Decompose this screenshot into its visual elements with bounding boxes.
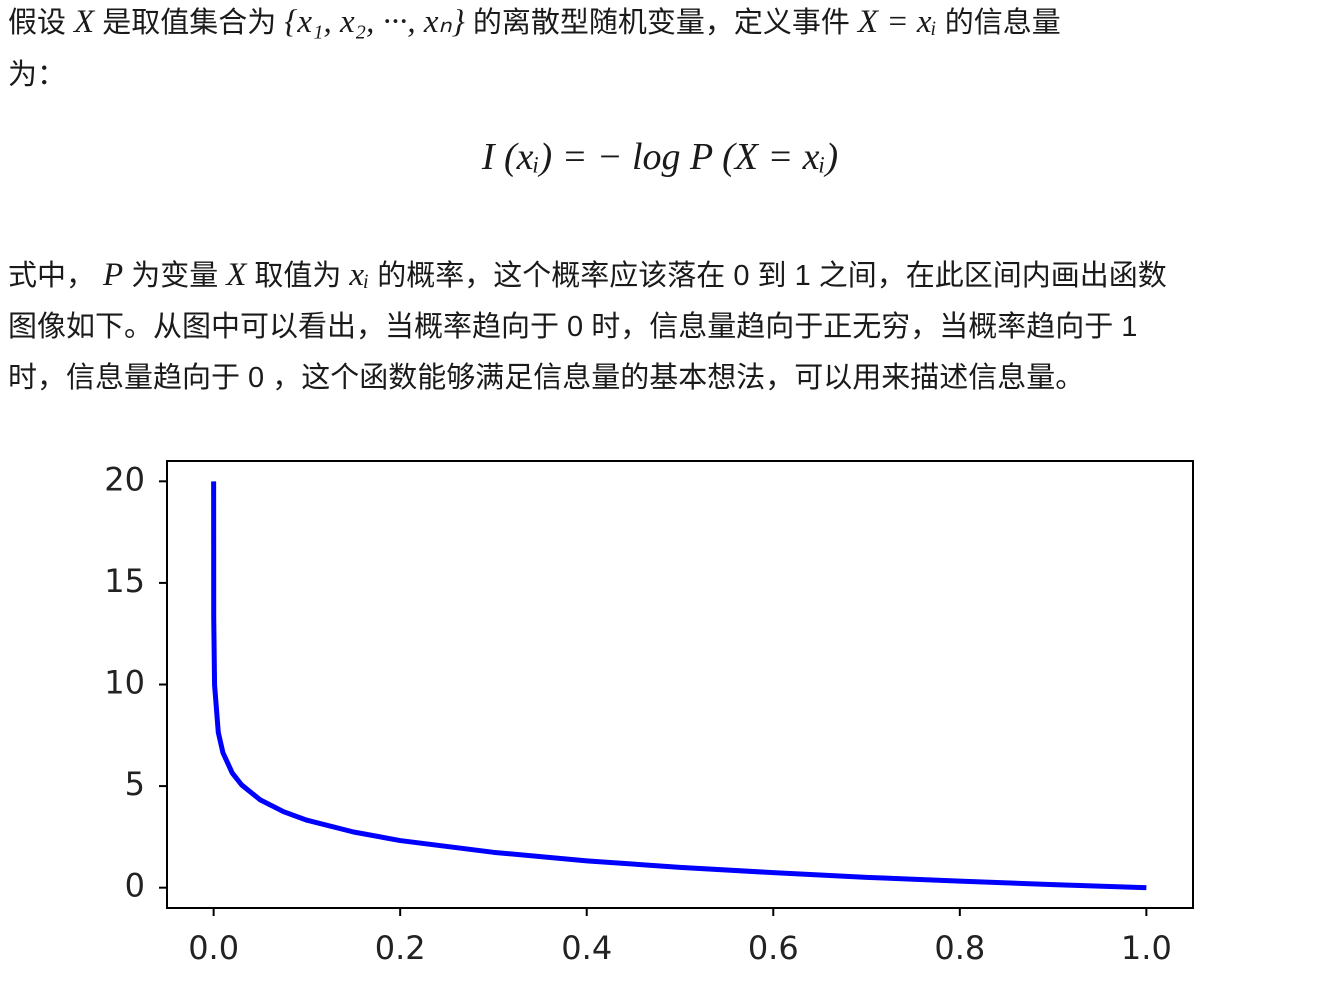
- text: 的离散型随机变量，定义事件: [472, 7, 850, 39]
- text-line: 时，信息量趋向于 0 ，这个函数能够满足信息量的基本想法，可以用来描述信息量。: [8, 358, 1084, 398]
- axes-frame: [166, 460, 1194, 909]
- text: 取值为: [254, 260, 342, 292]
- text: 的信息量: [944, 7, 1061, 39]
- text: 为变量: [131, 260, 219, 292]
- math: X: [226, 257, 247, 293]
- math: P: [103, 257, 124, 293]
- text: 的概率，这个概率应该落在 0 到 1 之间，在此区间内画出函数: [377, 260, 1167, 292]
- y-tick-label: 20: [104, 460, 145, 498]
- x-tick-label: 0.6: [748, 929, 799, 967]
- text: 是取值集合为: [102, 7, 277, 39]
- y-tick-label: 15: [104, 562, 145, 600]
- math: X: [74, 4, 95, 40]
- text-line: 假设 X 是取值集合为 {x₁, x₂, ···, xₙ} 的离散型随机变量，定义事件 X…: [8, 2, 1061, 43]
- x-tick-label: 0.2: [375, 929, 426, 967]
- x-tick-label: 1.0: [1121, 929, 1172, 967]
- math: X = xᵢ: [857, 4, 937, 40]
- x-tick-label: 0.4: [561, 929, 612, 967]
- formula: I (xᵢ) = − log P (X = xᵢ): [481, 136, 839, 178]
- text-line: 为：: [8, 55, 66, 95]
- text: 假设: [8, 7, 67, 39]
- math: xᵢ: [349, 257, 370, 293]
- text: 为：: [8, 59, 67, 91]
- text: 图像如下。从图中可以看出，当概率趋向于 0 时，信息量趋向于正无穷，当概率趋向于…: [8, 311, 1138, 343]
- math: {x₁, x₂, ···, xₙ}: [284, 4, 465, 40]
- y-tick-label: 0: [125, 867, 145, 905]
- y-tick-label: 5: [125, 765, 145, 803]
- y-tick-label: 10: [104, 664, 145, 702]
- text: 式中，: [8, 260, 96, 292]
- data-line: [211, 481, 1147, 891]
- x-tick-label: 0.0: [188, 929, 239, 967]
- text-line: 图像如下。从图中可以看出，当概率趋向于 0 时，信息量趋向于正无穷，当概率趋向于…: [8, 307, 1137, 347]
- text: 时，信息量趋向于 0 ，这个函数能够满足信息量的基本想法，可以用来描述信息量。: [8, 362, 1085, 394]
- x-tick-label: 0.8: [934, 929, 985, 967]
- text-line: 式中， P 为变量 X 取值为 xᵢ 的概率，这个概率应该落在 0 到 1 之间，在此区间内…: [8, 255, 1167, 296]
